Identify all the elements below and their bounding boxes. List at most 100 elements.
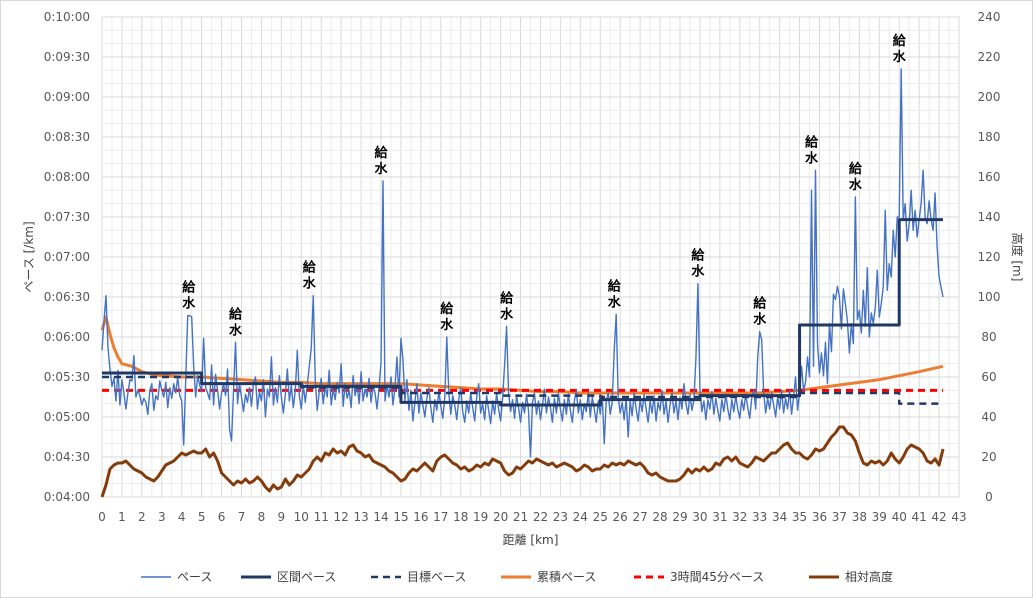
x-tick-label: 7 <box>238 510 246 524</box>
right-tick-label: 120 <box>978 250 1001 264</box>
x-tick-label: 8 <box>258 510 266 524</box>
x-tick-label: 29 <box>672 510 687 524</box>
x-tick-label: 11 <box>314 510 329 524</box>
annotation-kyusui: 給水 <box>182 280 196 312</box>
x-tick-label: 16 <box>413 510 428 524</box>
annotation-text: 給水 <box>375 145 389 177</box>
right-tick-label: 0 <box>985 490 993 504</box>
x-tick-label: 27 <box>632 510 647 524</box>
x-tick-label: 22 <box>533 510 548 524</box>
right-axis-ticks: 0 20 40 60 80 100 120 140 160 180 200 220 240 <box>978 10 1001 504</box>
legend-label: 累積ペース <box>537 569 596 584</box>
left-tick-label: 0:09:00 <box>44 90 90 104</box>
x-tick-label: 31 <box>712 510 727 524</box>
annotation-text: 給水 <box>805 134 819 166</box>
x-tick-label: 39 <box>872 510 887 524</box>
x-tick-label: 32 <box>732 510 747 524</box>
x-tick-label: 0 <box>98 510 106 524</box>
right-tick-label: 40 <box>981 410 996 424</box>
legend-item: 区間ペース <box>241 570 336 584</box>
legend-item: 目標ベース <box>371 570 466 584</box>
legend-item: 累積ペース <box>501 569 596 584</box>
left-axis-title: ペース [/km] <box>22 221 36 292</box>
x-tick-label: 6 <box>218 510 226 524</box>
annotation-text: 給水 <box>303 260 317 292</box>
left-axis-ticks: 0:04:00 0:04:30 0:05:00 0:05:30 0:06:00 0:06:… <box>44 10 90 504</box>
annotation-kyusui: 給水 <box>691 248 705 280</box>
left-tick-label: 0:04:00 <box>44 490 90 504</box>
annotation-text: 給水 <box>849 161 863 193</box>
x-tick-label: 38 <box>852 510 867 524</box>
annotation-kyusui: 給水 <box>500 290 514 322</box>
right-tick-label: 100 <box>978 290 1001 304</box>
annotation-text: 給水 <box>182 280 196 312</box>
x-tick-label: 13 <box>353 510 368 524</box>
legend-label: ペース <box>177 570 212 584</box>
legend-item: 3時間45分ベース <box>634 570 764 584</box>
annotation-text: 給水 <box>608 278 622 310</box>
left-tick-label: 0:08:00 <box>44 170 90 184</box>
series-line-1 <box>102 218 943 407</box>
x-tick-label: 42 <box>931 510 946 524</box>
annotation-kyusui: 給水 <box>608 278 622 310</box>
legend: ペース 区間ペース 目標ベース 累積ペース 3時間45分ベース 相対高度 <box>141 569 893 584</box>
x-tick-label: 35 <box>792 510 807 524</box>
x-tick-label: 9 <box>278 510 286 524</box>
annotation-text: 給水 <box>229 306 243 338</box>
right-tick-label: 160 <box>978 170 1001 184</box>
annotation-kyusui: 給水 <box>303 260 317 292</box>
x-tick-label: 37 <box>832 510 847 524</box>
x-tick-label: 3 <box>158 510 166 524</box>
x-tick-label: 5 <box>198 510 206 524</box>
annotation-kyusui: 給水 <box>375 145 389 177</box>
annotation-kyusui: 給水 <box>440 301 454 333</box>
legend-label: 3時間45分ベース <box>670 570 764 584</box>
left-tick-label: 0:09:30 <box>44 50 90 64</box>
x-tick-label: 23 <box>553 510 568 524</box>
annotation-text: 給水 <box>500 290 514 322</box>
legend-item: 相対高度 <box>809 569 893 584</box>
x-tick-label: 40 <box>892 510 907 524</box>
right-tick-label: 80 <box>981 330 996 344</box>
annotation-text: 給水 <box>753 296 767 328</box>
right-tick-label: 240 <box>978 10 1001 24</box>
x-tick-label: 36 <box>812 510 827 524</box>
right-tick-label: 200 <box>978 90 1001 104</box>
left-tick-label: 0:10:00 <box>44 10 90 24</box>
grid-lines <box>101 16 960 498</box>
x-tick-label: 28 <box>652 510 667 524</box>
x-tick-label: 20 <box>493 510 508 524</box>
x-axis-ticks: 0 1 2 3 4 5 6 7 8 9 10 11 12 13 14 15 16 17 18 19 20 21 22 23 24… <box>98 510 966 524</box>
x-tick-label: 19 <box>473 510 488 524</box>
x-tick-label: 15 <box>393 510 408 524</box>
right-tick-label: 180 <box>978 130 1001 144</box>
left-tick-label: 0:05:00 <box>44 410 90 424</box>
annotation-kyusui: 給水 <box>229 306 243 338</box>
series-line-0 <box>101 68 944 458</box>
x-tick-label: 33 <box>752 510 767 524</box>
x-tick-label: 4 <box>178 510 186 524</box>
annotation-text: 給水 <box>691 248 705 280</box>
left-tick-label: 0:07:30 <box>44 210 90 224</box>
left-tick-label: 0:05:30 <box>44 370 90 384</box>
series-line-2 <box>102 375 943 405</box>
legend-label: 相対高度 <box>845 569 893 584</box>
legend-item: ペース <box>141 570 212 584</box>
x-tick-label: 25 <box>593 510 608 524</box>
x-tick-label: 18 <box>453 510 468 524</box>
x-tick-label: 14 <box>373 510 388 524</box>
x-tick-label: 1 <box>118 510 126 524</box>
annotation-kyusui: 給水 <box>893 33 907 65</box>
series-line-5 <box>100 425 945 498</box>
legend-label: 目標ベース <box>407 570 466 584</box>
x-tick-label: 17 <box>433 510 448 524</box>
annotation-kyusui: 給水 <box>805 134 819 166</box>
x-tick-label: 2 <box>138 510 146 524</box>
legend-label: 区間ペース <box>277 570 336 584</box>
x-tick-label: 43 <box>951 510 966 524</box>
x-tick-label: 21 <box>513 510 528 524</box>
annotation-kyusui: 給水 <box>849 161 863 193</box>
x-tick-label: 10 <box>294 510 309 524</box>
